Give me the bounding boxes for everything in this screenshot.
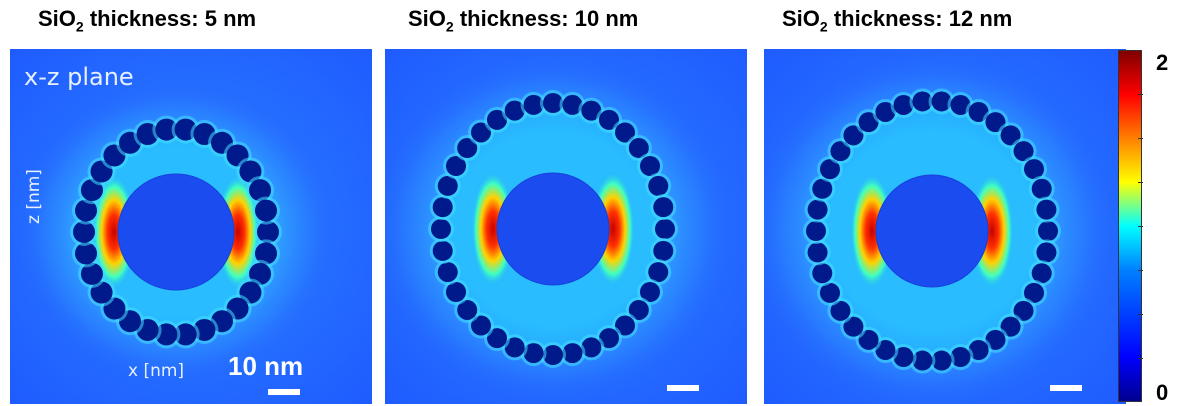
shell-particle [809,260,836,287]
shell-particle [909,88,936,115]
shell-particle [1033,239,1060,266]
field-map-panel-5nm: x-z plane z [nm] x [nm] 10 nm [10,49,372,404]
z-axis-label: z [nm] [24,169,44,224]
colorbar-min-label: 0 [1156,380,1169,405]
shell-particle [70,218,98,246]
shell-particle [804,239,831,266]
shell-particle [1028,260,1055,287]
core-sphere [117,173,235,291]
colorbar-max-label: 2 [1156,50,1169,75]
field-map-5nm [10,49,372,404]
field-map-panel-10nm [385,49,747,404]
panel-1-title: SiO2 thickness: 5 nm [38,6,257,35]
shell-particle [804,196,831,223]
shell-particle [251,196,280,225]
field-map-12nm [764,49,1126,404]
core-sphere [875,174,989,288]
hotspot-right [591,171,635,287]
colorbar-tick [1138,358,1143,359]
shell-particle [171,320,200,349]
hotspot-left [471,171,515,287]
shell-particle [803,218,829,244]
scale-bar-label: 10 nm [228,351,304,381]
shell-particle [540,342,566,368]
hotspot-left [92,174,136,290]
shell-particle [559,340,586,367]
shell-particle [650,237,677,264]
shell-particle [636,153,663,179]
shell-particle [434,259,461,286]
shell-particle [540,90,566,116]
colorbar-tick [1138,270,1143,271]
shell-particle [428,216,454,242]
shell-particle [645,172,672,199]
scale-bar [268,389,300,395]
shell-particle [429,237,456,264]
shell-particle [645,259,672,286]
shell-particle [443,279,470,305]
colorbar-tick [1138,94,1143,95]
shell-particle [520,91,547,118]
scale-bar [1050,385,1082,391]
x-axis-label: x [nm] [128,361,185,381]
shell-particle [652,216,678,242]
plane-label: x-z plane [24,63,134,91]
shell-particle [650,194,677,221]
shell-particle [928,347,955,374]
panel-2-title: SiO2 thickness: 10 nm [408,6,639,35]
shell-particle [152,115,181,144]
colorbar-tick [1138,314,1143,315]
colorbar-tick [1138,182,1143,183]
shell-particle [1028,175,1055,202]
shell-particle [434,172,461,199]
hotspot-right [970,173,1014,289]
colorbar-tick [1138,226,1143,227]
shell-particle [72,239,101,268]
field-map-10nm [385,49,747,404]
panel-3-title: SiO2 thickness: 12 nm [782,6,1013,35]
shell-particle [254,218,282,246]
shell-particle [809,175,836,202]
field-map-panel-12nm [764,49,1126,404]
hotspot-left [850,173,894,289]
colorbar-tick [1138,138,1143,139]
shell-particle [1035,218,1061,244]
shell-particle [1021,156,1048,183]
scale-bar [667,385,699,391]
core-sphere [496,172,610,286]
shell-particle [816,279,843,306]
shell-particle [1033,196,1060,223]
shell-particle [429,194,456,221]
hotspot-right [216,174,260,290]
